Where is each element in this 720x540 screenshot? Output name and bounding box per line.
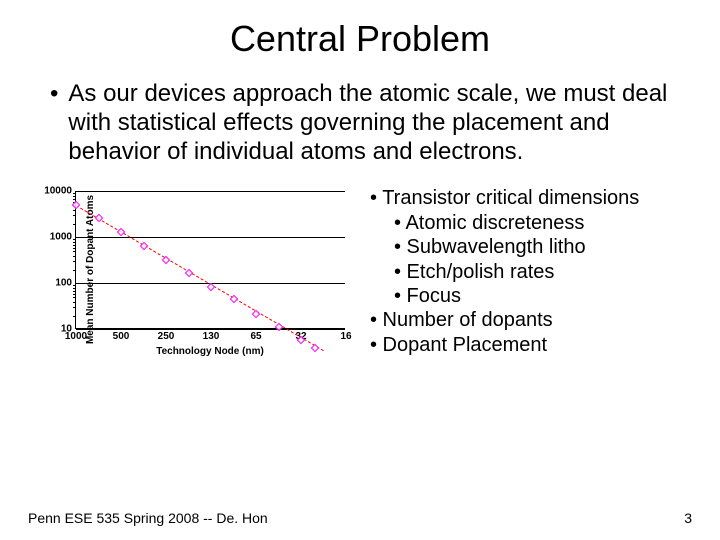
- gridline: [76, 237, 345, 238]
- x-tick-label: 16: [340, 328, 351, 342]
- data-marker: [162, 256, 170, 264]
- right-bullet: • Transistor critical dimensions: [370, 186, 692, 210]
- slide-title: Central Problem: [0, 0, 720, 80]
- minor-tick: [73, 242, 76, 243]
- minor-tick: [73, 239, 76, 240]
- right-bullet: • Etch/polish rates: [370, 260, 692, 284]
- plot-area: 100001000100101000500250130653216: [75, 191, 345, 329]
- minor-tick: [73, 288, 76, 289]
- chart-wrap: Mean Number of Dopant Atoms 100001000100…: [0, 186, 360, 386]
- minor-tick: [73, 261, 76, 262]
- minor-tick: [73, 245, 76, 246]
- x-tick-label: 1000: [65, 328, 87, 342]
- minor-tick: [73, 294, 76, 295]
- data-marker: [229, 295, 237, 303]
- minor-tick: [73, 210, 76, 211]
- right-bullets: • Transistor critical dimensions• Atomic…: [360, 186, 720, 386]
- minor-tick: [73, 270, 76, 271]
- minor-tick: [73, 224, 76, 225]
- right-bullet: • Dopant Placement: [370, 333, 692, 357]
- minor-tick: [73, 316, 76, 317]
- data-marker: [117, 228, 125, 236]
- x-axis-label: Technology Node (nm): [75, 346, 345, 357]
- minor-tick: [73, 307, 76, 308]
- minor-tick: [73, 193, 76, 194]
- x-tick-label: 500: [113, 328, 130, 342]
- minor-tick: [73, 285, 76, 286]
- right-bullet: • Number of dopants: [370, 308, 692, 332]
- lower-section: Mean Number of Dopant Atoms 100001000100…: [0, 166, 720, 386]
- right-bullet: • Atomic discreteness: [370, 211, 692, 235]
- data-marker: [252, 309, 260, 317]
- minor-tick: [73, 196, 76, 197]
- body-text: • As our devices approach the atomic sca…: [0, 80, 720, 166]
- y-tick-label: 10000: [44, 186, 76, 197]
- minor-tick: [73, 302, 76, 303]
- body-bullet-text: As our devices approach the atomic scale…: [68, 80, 678, 166]
- minor-tick: [73, 251, 76, 252]
- footer-text: Penn ESE 535 Spring 2008 -- De. Hon: [28, 510, 268, 526]
- data-marker: [274, 323, 282, 331]
- x-tick-label: 65: [250, 328, 261, 342]
- slide-number: 3: [684, 510, 692, 526]
- x-tick-label: 130: [203, 328, 220, 342]
- right-bullet: • Subwavelength litho: [370, 235, 692, 259]
- minor-tick: [73, 248, 76, 249]
- minor-tick: [73, 297, 76, 298]
- x-tick-label: 250: [158, 328, 175, 342]
- minor-tick: [73, 256, 76, 257]
- chart: Mean Number of Dopant Atoms 100001000100…: [20, 186, 360, 386]
- minor-tick: [73, 291, 76, 292]
- minor-tick: [73, 215, 76, 216]
- right-bullet: • Focus: [370, 284, 692, 308]
- gridline: [76, 191, 345, 192]
- bullet-dot: •: [50, 80, 58, 166]
